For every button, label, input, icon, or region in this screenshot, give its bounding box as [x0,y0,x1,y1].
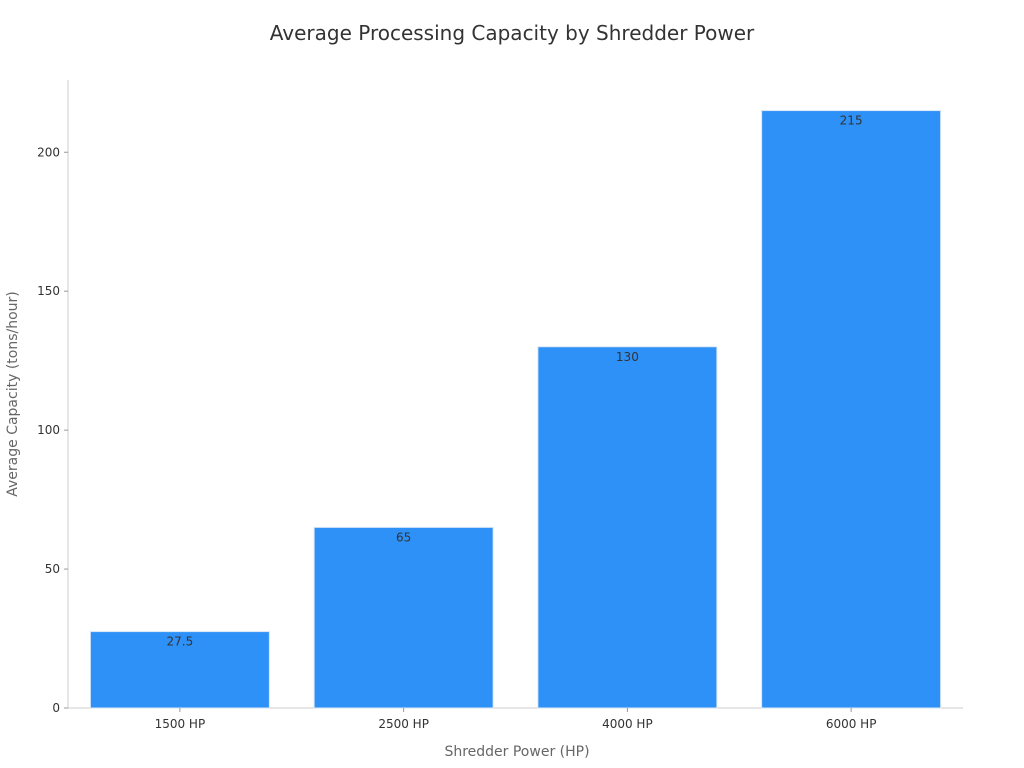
x-tick-label-0: 1500 HP [155,717,206,731]
y-axis-label: Average Capacity (tons/hour) [5,291,21,497]
y-tick-label-2: 100 [37,423,60,437]
bar-2 [537,346,718,709]
x-tick-label-3: 6000 HP [826,717,877,731]
x-tick-label-2: 4000 HP [602,717,653,731]
bar-0 [89,631,270,709]
y-ticks-group: 0 50 100 150 200 [37,145,68,715]
data-label-1: 65 [396,530,411,544]
x-axis-label: Shredder Power (HP) [444,744,589,760]
bar-3 [761,110,942,709]
y-tick-label-0: 0 [52,701,60,715]
data-label-2: 130 [616,350,639,364]
data-label-0: 27.5 [167,635,194,649]
bar-1 [313,526,494,709]
data-label-3: 215 [840,114,863,128]
chart-title: Average Processing Capacity by Shredder … [270,21,755,45]
bars-group [89,110,942,709]
data-labels-group: 27.5 65 130 215 [167,114,863,649]
y-tick-label-1: 50 [45,562,60,576]
x-tick-label-1: 2500 HP [378,717,429,731]
y-tick-label-3: 150 [37,284,60,298]
y-tick-label-4: 200 [37,145,60,159]
x-ticks-group: 1500 HP 2500 HP 4000 HP 6000 HP [155,708,877,731]
